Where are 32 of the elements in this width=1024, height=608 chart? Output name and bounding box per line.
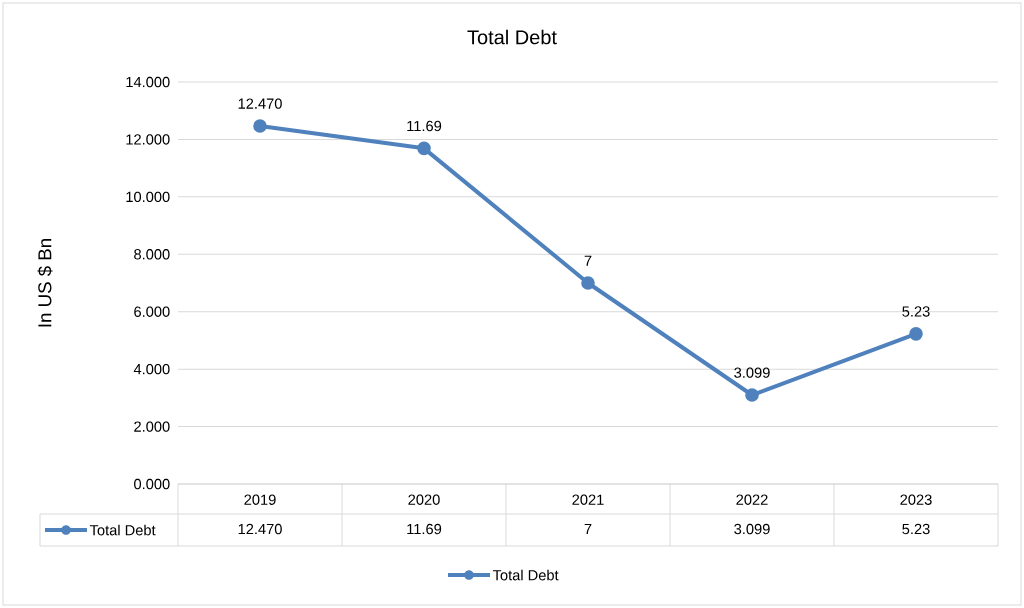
x-tick-label: 2019 [244,494,276,505]
legend-label: Total Debt [89,524,156,536]
data-label: 5.23 [902,523,930,535]
y-tick-label: 10.000 [126,191,170,203]
y-tick-label: 0.000 [134,478,170,490]
text: 12.470 [238,98,282,109]
text: 3.099 [734,367,770,378]
x-tick-label: 2021 [572,494,604,505]
data-label: 11.69 [407,523,442,535]
text: 5.23 [902,306,930,317]
y-tick-label: 6.000 [134,306,170,317]
data-label: 7 [584,523,592,535]
y-axis-title: In US $ Bn [37,239,53,327]
y-tick-label: 2.000 [134,421,170,432]
point [253,119,267,133]
y-tick-label: 14.000 [126,76,170,88]
point [417,141,431,156]
x-tick-label: 2022 [736,494,768,505]
x-tick-label: 2023 [900,494,932,505]
text: 7 [584,255,592,266]
point [581,276,595,290]
chart-title: Total Debt [467,29,557,45]
y-tick-label: 8.000 [134,249,170,260]
text: Total Debt [492,569,559,581]
point [745,388,759,402]
point [909,327,923,341]
data-label: 12.470 [238,523,282,535]
y-tick-label: 12.000 [126,134,170,145]
text: 11.69 [407,120,442,132]
y-tick-label: 4.000 [133,363,170,375]
data-label: 3.099 [734,523,770,535]
x-tick-label: 2020 [408,494,440,505]
